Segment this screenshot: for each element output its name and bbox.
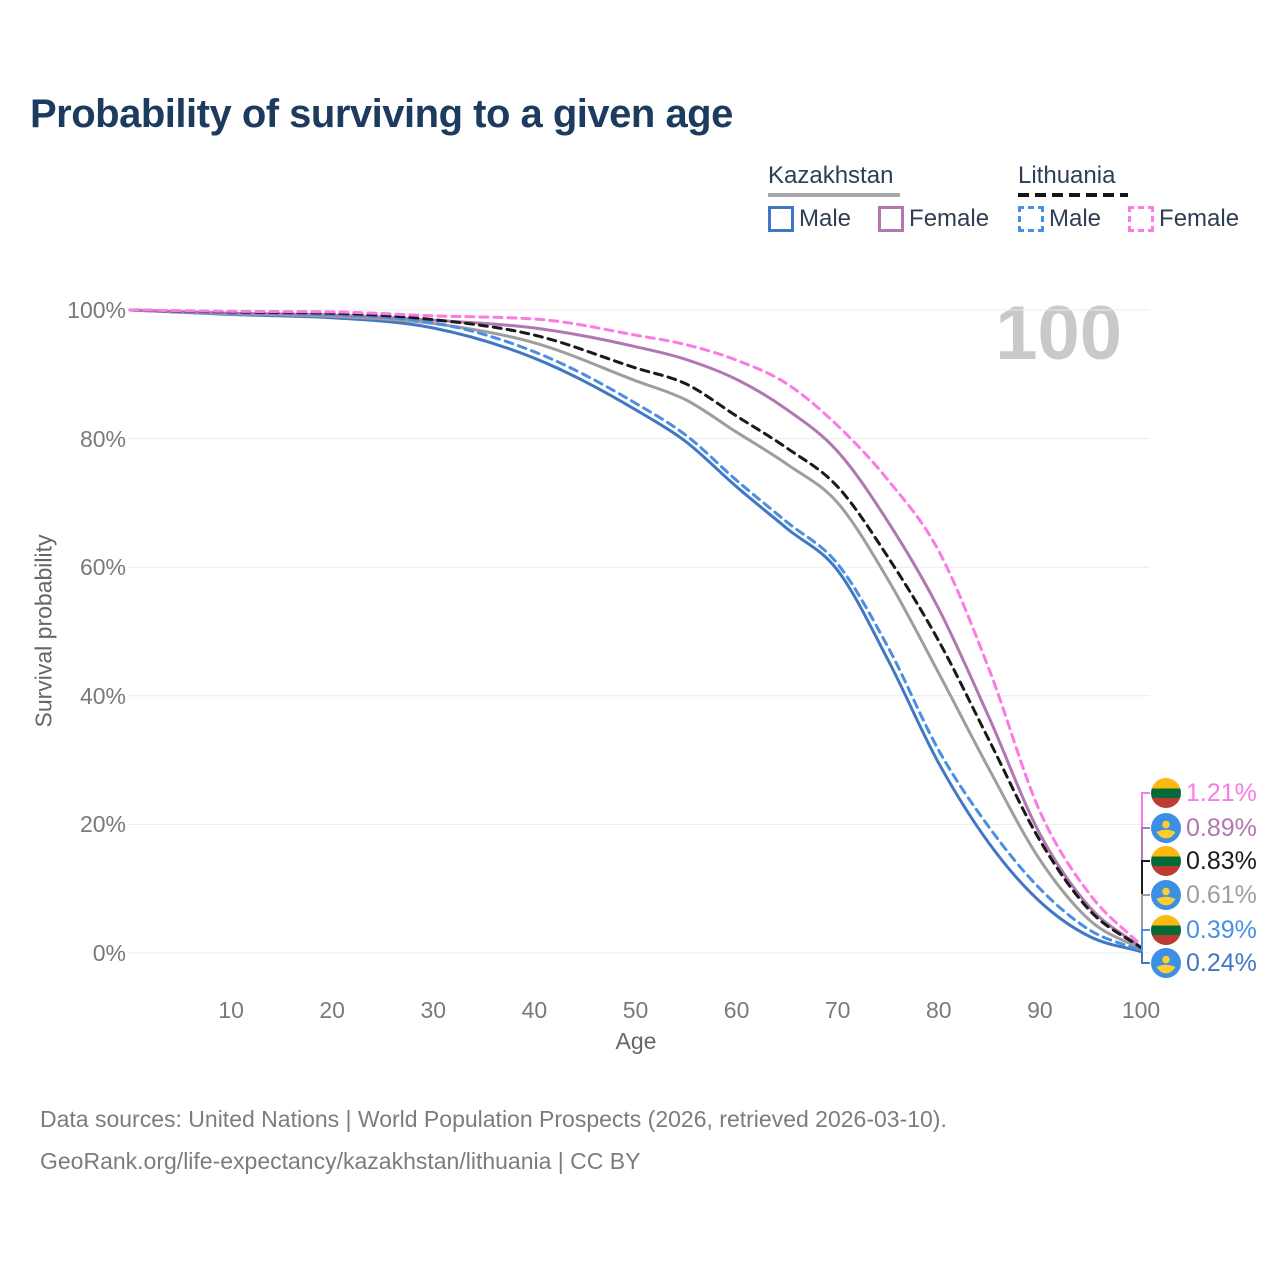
legend-group-lithuania: Lithuania Male Female	[1018, 162, 1239, 233]
end-value-lithuania-female: 1.21%	[1186, 778, 1257, 807]
end-label-lithuania-female: 1.21%	[1151, 778, 1257, 808]
lithuania-flag-icon	[1151, 778, 1181, 808]
series-line-kz-both	[128, 308, 1143, 951]
end-connector-kz-both	[1141, 894, 1150, 950]
end-connector-lt-male	[1141, 929, 1150, 951]
lithuania-male-swatch	[1018, 206, 1044, 232]
series-line-kz-female	[128, 308, 1143, 949]
end-value-kazakhstan-all: 0.61%	[1186, 880, 1257, 909]
end-connector-kz-male	[1141, 951, 1150, 964]
legend-item-kazakhstan-male[interactable]: Male	[768, 205, 851, 233]
kazakhstan-solid-line-swatch	[768, 193, 900, 197]
footer-attribution: GeoRank.org/life-expectancy/kazakhstan/l…	[40, 1148, 641, 1174]
y-tick-label: 60%	[79, 554, 126, 581]
end-connector-lt-both	[1141, 860, 1150, 948]
kazakhstan-female-swatch	[878, 206, 905, 232]
x-tick-label: 60	[723, 997, 750, 1023]
y-tick-label: 80%	[79, 425, 126, 452]
kazakhstan-flag-icon	[1151, 813, 1181, 843]
watermark-age-100: 100	[995, 291, 1122, 376]
series-line-kz-male	[128, 308, 1143, 953]
kazakhstan-male-swatch	[768, 206, 794, 232]
end-value-kazakhstan-male: 0.24%	[1186, 948, 1257, 977]
y-tick-label: 40%	[79, 682, 126, 709]
x-tick-label: 30	[420, 997, 447, 1023]
x-tick-label: 100	[1121, 997, 1161, 1023]
kazakhstan-flag-icon	[1151, 880, 1181, 910]
x-axis-title: Age	[615, 1028, 657, 1054]
end-value-kazakhstan-female: 0.89%	[1186, 813, 1257, 842]
x-tick-label: 40	[521, 997, 548, 1023]
x-tick-label: 20	[319, 997, 345, 1023]
x-tick-label: 80	[926, 997, 952, 1023]
legend-item-kazakhstan-female[interactable]: Female	[878, 205, 989, 233]
end-label-kazakhstan-male: 0.24%	[1151, 948, 1257, 978]
end-value-lithuania-all: 0.83%	[1186, 846, 1257, 875]
legend-label-kazakhstan-female: Female	[909, 205, 990, 232]
legend-item-lithuania-male[interactable]: Male	[1018, 205, 1101, 233]
x-tick-label: 50	[622, 997, 649, 1023]
legend-country-lithuania[interactable]: Lithuania	[1018, 162, 1116, 189]
x-tick-label: 70	[824, 997, 851, 1023]
x-tick-label: 90	[1027, 997, 1053, 1023]
series-line-lt-male	[128, 308, 1143, 952]
x-tick-label: 10	[218, 997, 244, 1023]
end-label-lithuania-male: 0.39%	[1151, 915, 1257, 945]
y-tick-label: 20%	[79, 811, 126, 838]
legend-group-kazakhstan: Kazakhstan Male Female	[768, 162, 989, 233]
legend-label-lithuania-male: Male	[1049, 205, 1102, 232]
lithuania-dashed-line-swatch	[1018, 193, 1128, 197]
end-connector-lt-female	[1141, 792, 1150, 946]
legend-label-lithuania-female: Female	[1159, 205, 1240, 232]
lithuania-female-swatch	[1128, 206, 1155, 232]
legend-item-lithuania-female[interactable]: Female	[1128, 205, 1239, 233]
lithuania-flag-icon	[1151, 846, 1181, 876]
legend-country-kazakhstan[interactable]: Kazakhstan	[768, 162, 894, 189]
page-title: Probability of surviving to a given age	[30, 92, 733, 136]
lithuania-flag-icon	[1151, 915, 1181, 945]
end-label-kazakhstan-female: 0.89%	[1151, 813, 1257, 843]
end-label-kazakhstan-all: 0.61%	[1151, 880, 1257, 910]
end-label-lithuania-all: 0.83%	[1151, 846, 1257, 876]
legend-label-kazakhstan-male: Male	[799, 205, 852, 232]
y-tick-label: 100%	[67, 297, 126, 323]
footer-data-sources: Data sources: United Nations | World Pop…	[40, 1106, 947, 1132]
kazakhstan-flag-icon	[1151, 948, 1181, 978]
end-value-lithuania-male: 0.39%	[1186, 915, 1257, 944]
y-tick-label: 0%	[92, 940, 126, 966]
series-line-lt-female	[128, 308, 1143, 947]
series-line-lt-both	[128, 308, 1143, 950]
